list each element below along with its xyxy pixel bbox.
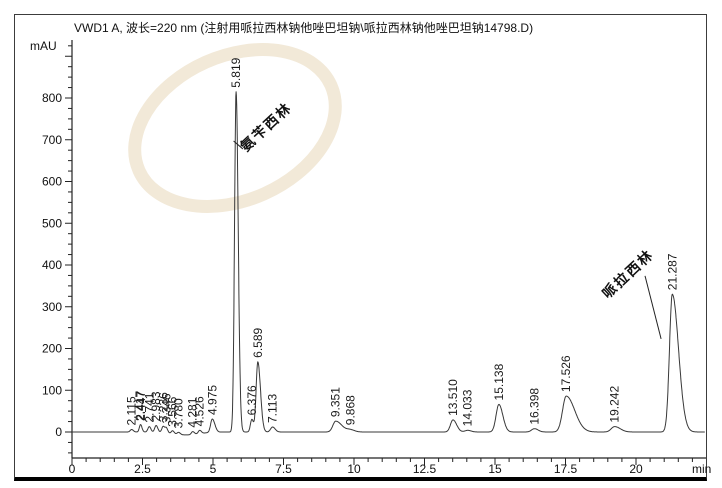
y-tick-label: 600	[42, 175, 62, 189]
peak-label: 3.566	[166, 396, 180, 426]
peak-label: 4.281	[186, 397, 200, 427]
x-tick-label: 12.5	[413, 462, 437, 476]
x-tick-label: 0	[69, 462, 76, 476]
report-frame	[14, 14, 707, 481]
peak-label: 3.346	[159, 393, 173, 423]
peak-label: 9.351	[329, 387, 343, 417]
peak-label: 4.975	[205, 385, 219, 415]
annotation-leader-piperacillin	[644, 275, 662, 340]
peak-label: 19.242	[608, 386, 622, 423]
peak-label: 9.868	[343, 395, 357, 425]
y-tick-label: 0	[55, 425, 62, 439]
peak-label: 3.236	[156, 392, 170, 422]
peak-label: 17.526	[559, 355, 573, 392]
y-tick-label: 100	[42, 383, 62, 397]
x-axis-unit-label: min	[692, 462, 711, 476]
peak-label: 16.398	[527, 388, 541, 425]
y-tick-label: 700	[42, 133, 62, 147]
y-tick-label: 800	[42, 91, 62, 105]
y-tick-label: 300	[42, 300, 62, 314]
x-tick-label: 15	[488, 462, 502, 476]
peak-label: 13.510	[446, 379, 460, 416]
peak-label: 15.138	[492, 363, 506, 400]
y-tick-label: 500	[42, 216, 62, 230]
y-axis-unit-label: mAU	[30, 39, 57, 53]
x-tick-label: 17.5	[554, 462, 578, 476]
chromatogram-title: VWD1 A, 波长=220 nm (注射用哌拉西林钠他唑巴坦钠\哌拉西林钠他唑…	[74, 21, 534, 35]
peak-label: 2.983	[149, 391, 163, 421]
x-tick-label: 7.5	[275, 462, 292, 476]
peak-label: 14.033	[461, 389, 475, 426]
peak-label: 2.115	[125, 396, 139, 425]
peak-label: 6.376	[245, 385, 259, 415]
annotation-piperacillin: 哌拉西林	[599, 246, 657, 301]
annotation-ampicillin: 氨苄西林	[237, 99, 295, 154]
x-tick-label: 5	[210, 462, 217, 476]
peak-label: 3.780	[172, 398, 186, 428]
peak-label: 2.417	[133, 391, 147, 421]
x-tick-label: 2.5	[134, 462, 151, 476]
peak-label: 5.819	[229, 57, 243, 87]
x-tick-label: 20	[629, 462, 643, 476]
peak-label: 2.447	[134, 391, 148, 421]
watermark	[128, 43, 342, 213]
peak-label: 21.287	[665, 253, 679, 290]
peak-label: 2.741	[142, 392, 156, 422]
peak-label: 6.589	[251, 327, 265, 357]
peak-label: 7.113	[266, 394, 280, 423]
y-tick-label: 400	[42, 258, 62, 272]
x-tick-label: 10	[347, 462, 361, 476]
peak-label: 4.526	[193, 396, 207, 426]
annotation-leader-ampicillin	[233, 140, 244, 150]
y-tick-label: 200	[42, 342, 62, 356]
chromatogram-trace	[71, 91, 705, 436]
